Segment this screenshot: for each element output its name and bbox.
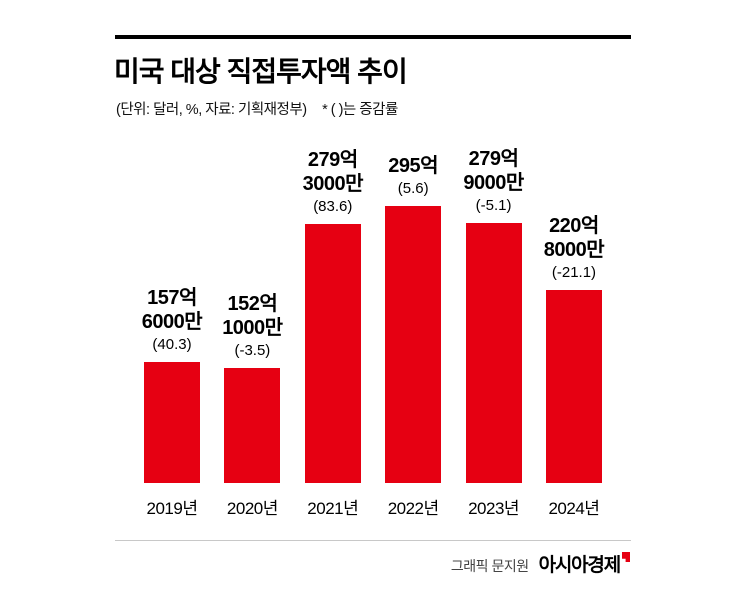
bar	[224, 368, 281, 483]
footer-rule	[115, 540, 631, 541]
bar-group: 152억 1000만 (-3.5) 2020년	[222, 133, 283, 519]
bar-group: 279억 9000만 (-5.1) 2023년	[463, 133, 524, 519]
x-axis-label: 2024년	[548, 499, 600, 518]
x-axis-label: 2023년	[468, 499, 520, 518]
bar-value-line: 220억	[549, 215, 599, 237]
bar-group: 279억 3000만 (83.6) 2021년	[302, 133, 364, 519]
chart-subtitle: (단위: 달러, %, 자료: 기획재정부) * ( )는 증감률	[116, 98, 398, 119]
bar-value-line: 8000만	[543, 239, 605, 261]
unit-note: (단위: 달러, %, 자료: 기획재정부)	[116, 102, 307, 118]
bar-value-line: 9000만	[463, 172, 524, 194]
x-axis-label: 2022년	[387, 499, 439, 518]
bar-group: 157억 6000만 (40.3) 2019년	[141, 133, 203, 519]
bar-growth-label: (5.6)	[397, 180, 429, 197]
bar-area: 279억 9000만 (-5.1)	[463, 133, 524, 483]
bar-area: 220억 8000만 (-21.1)	[543, 133, 605, 483]
x-axis-label: 2021년	[307, 499, 359, 518]
bar-growth-label: (83.6)	[313, 198, 353, 215]
bar-value-label: 220억 8000만 (-21.1)	[543, 214, 605, 290]
bar-chart: 157억 6000만 (40.3) 2019년 152억 1000만 (-3.5) 2020년…	[141, 133, 605, 519]
brand-mark-icon	[622, 552, 630, 562]
bar-group: 295억 (5.6) 2022년	[385, 133, 442, 519]
bar-value-line: 1000만	[222, 317, 283, 339]
bar-growth-label: (-5.1)	[475, 197, 512, 214]
bar-value-line: 279억	[307, 149, 358, 171]
chart-title: 미국 대상 직접투자액 추이	[114, 56, 408, 87]
bar-area: 279억 3000만 (83.6)	[302, 133, 364, 483]
bar-value-label: 157억 6000만 (40.3)	[141, 286, 203, 362]
credit: 그래픽 문지원 아시아경제	[451, 550, 630, 577]
bar-value-line: 152억	[227, 293, 278, 315]
bar	[304, 224, 361, 483]
bar-growth-label: (40.3)	[152, 336, 192, 353]
bar-growth-label: (-21.1)	[551, 264, 597, 281]
bar-value-label: 279억 9000만 (-5.1)	[463, 147, 524, 223]
credit-text: 그래픽 문지원	[450, 558, 529, 574]
bar-group: 220억 8000만 (-21.1) 2024년	[543, 133, 605, 519]
bar	[144, 362, 200, 483]
bar	[465, 223, 522, 483]
bar-growth-label: (-3.5)	[234, 342, 271, 359]
bar-area: 157억 6000만 (40.3)	[141, 133, 203, 483]
bar	[545, 290, 602, 483]
bar-value-line: 157억	[147, 287, 197, 309]
bar-area: 295억 (5.6)	[385, 133, 442, 483]
bar-area: 152억 1000만 (-3.5)	[222, 133, 283, 483]
x-axis-label: 2020년	[226, 499, 278, 518]
bar-value-line: 279억	[468, 148, 519, 170]
brand-logo: 아시아경제	[538, 555, 622, 576]
bar-value-line: 295억	[388, 155, 439, 177]
bar-value-line: 6000만	[141, 311, 203, 333]
x-axis-label: 2019년	[146, 499, 198, 518]
top-rule	[115, 35, 631, 39]
bar-value-label: 279억 3000만 (83.6)	[302, 148, 364, 224]
bar	[385, 206, 442, 483]
bar-value-label: 295억 (5.6)	[388, 154, 438, 206]
bar-value-line: 3000만	[302, 173, 364, 195]
growth-rate-note: * ( )는 증감률	[322, 102, 398, 118]
bar-value-label: 152억 1000만 (-3.5)	[222, 292, 283, 368]
